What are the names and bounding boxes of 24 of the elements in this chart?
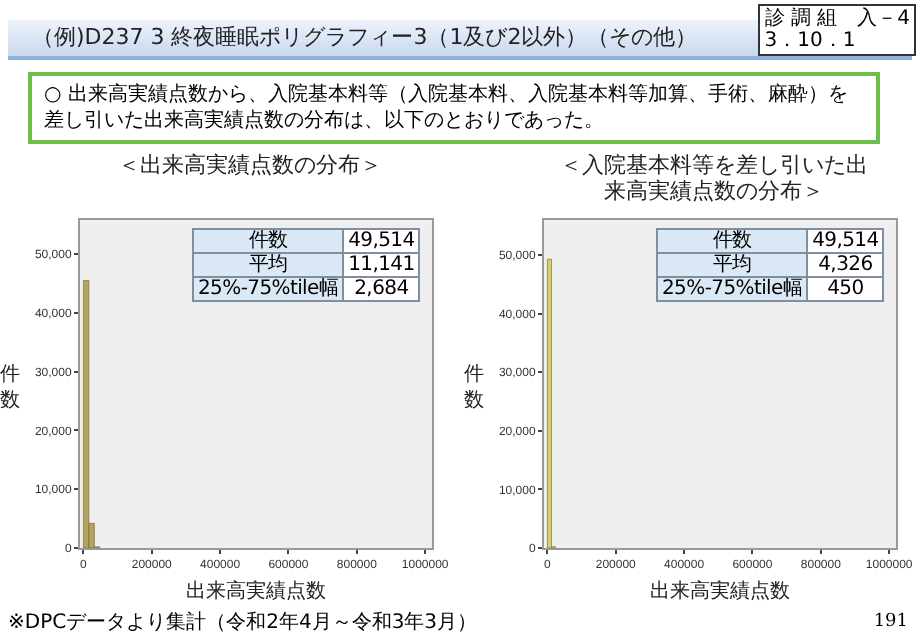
y-axis-title: 件数 <box>657 229 808 253</box>
text: 191 <box>873 612 908 632</box>
text: ○ 出来高実績点数から、入院基本料等（入院基本料、入院基本料等加算、手術、麻酔）を差し引いた出来高実績点数の分布は、以下のとおりであった。 <box>28 72 880 144</box>
text: 診 調 組 入－4 <box>764 8 910 30</box>
annotation: 2,684 <box>343 277 420 301</box>
annotation: 450 <box>807 277 884 301</box>
x-axis-title: 出来高実績点数 <box>186 575 326 604</box>
text: 件数 <box>464 358 484 412</box>
x-axis-title: 出来高実績点数 <box>650 575 790 604</box>
y-axis-title: 件数 <box>193 229 344 253</box>
chart-title: ＜入院基本料等を差し引いた出来高実績点数の分布＞ <box>558 152 870 204</box>
annotation: 49,514 <box>807 229 884 253</box>
text: 件数 <box>0 358 20 412</box>
annotation: 25%-75%tile幅 <box>193 277 344 301</box>
text: 3．10．1 <box>764 30 858 52</box>
annotation: 平均 <box>657 253 808 277</box>
annotation: 25%-75%tile幅 <box>657 277 808 301</box>
text: ※DPCデータより集計（令和2年4月～令和3年3月） <box>8 609 478 636</box>
annotation: 4,326 <box>807 253 884 277</box>
annotation: 11,141 <box>343 253 420 277</box>
annotation: 平均 <box>193 253 344 277</box>
text: （例)D237 3 終夜睡眠ポリグラフィー3（1及び2以外）（その他） <box>32 24 698 50</box>
annotation: 49,514 <box>343 229 420 253</box>
chart-title: ＜出来高実績点数の分布＞ <box>116 152 384 178</box>
